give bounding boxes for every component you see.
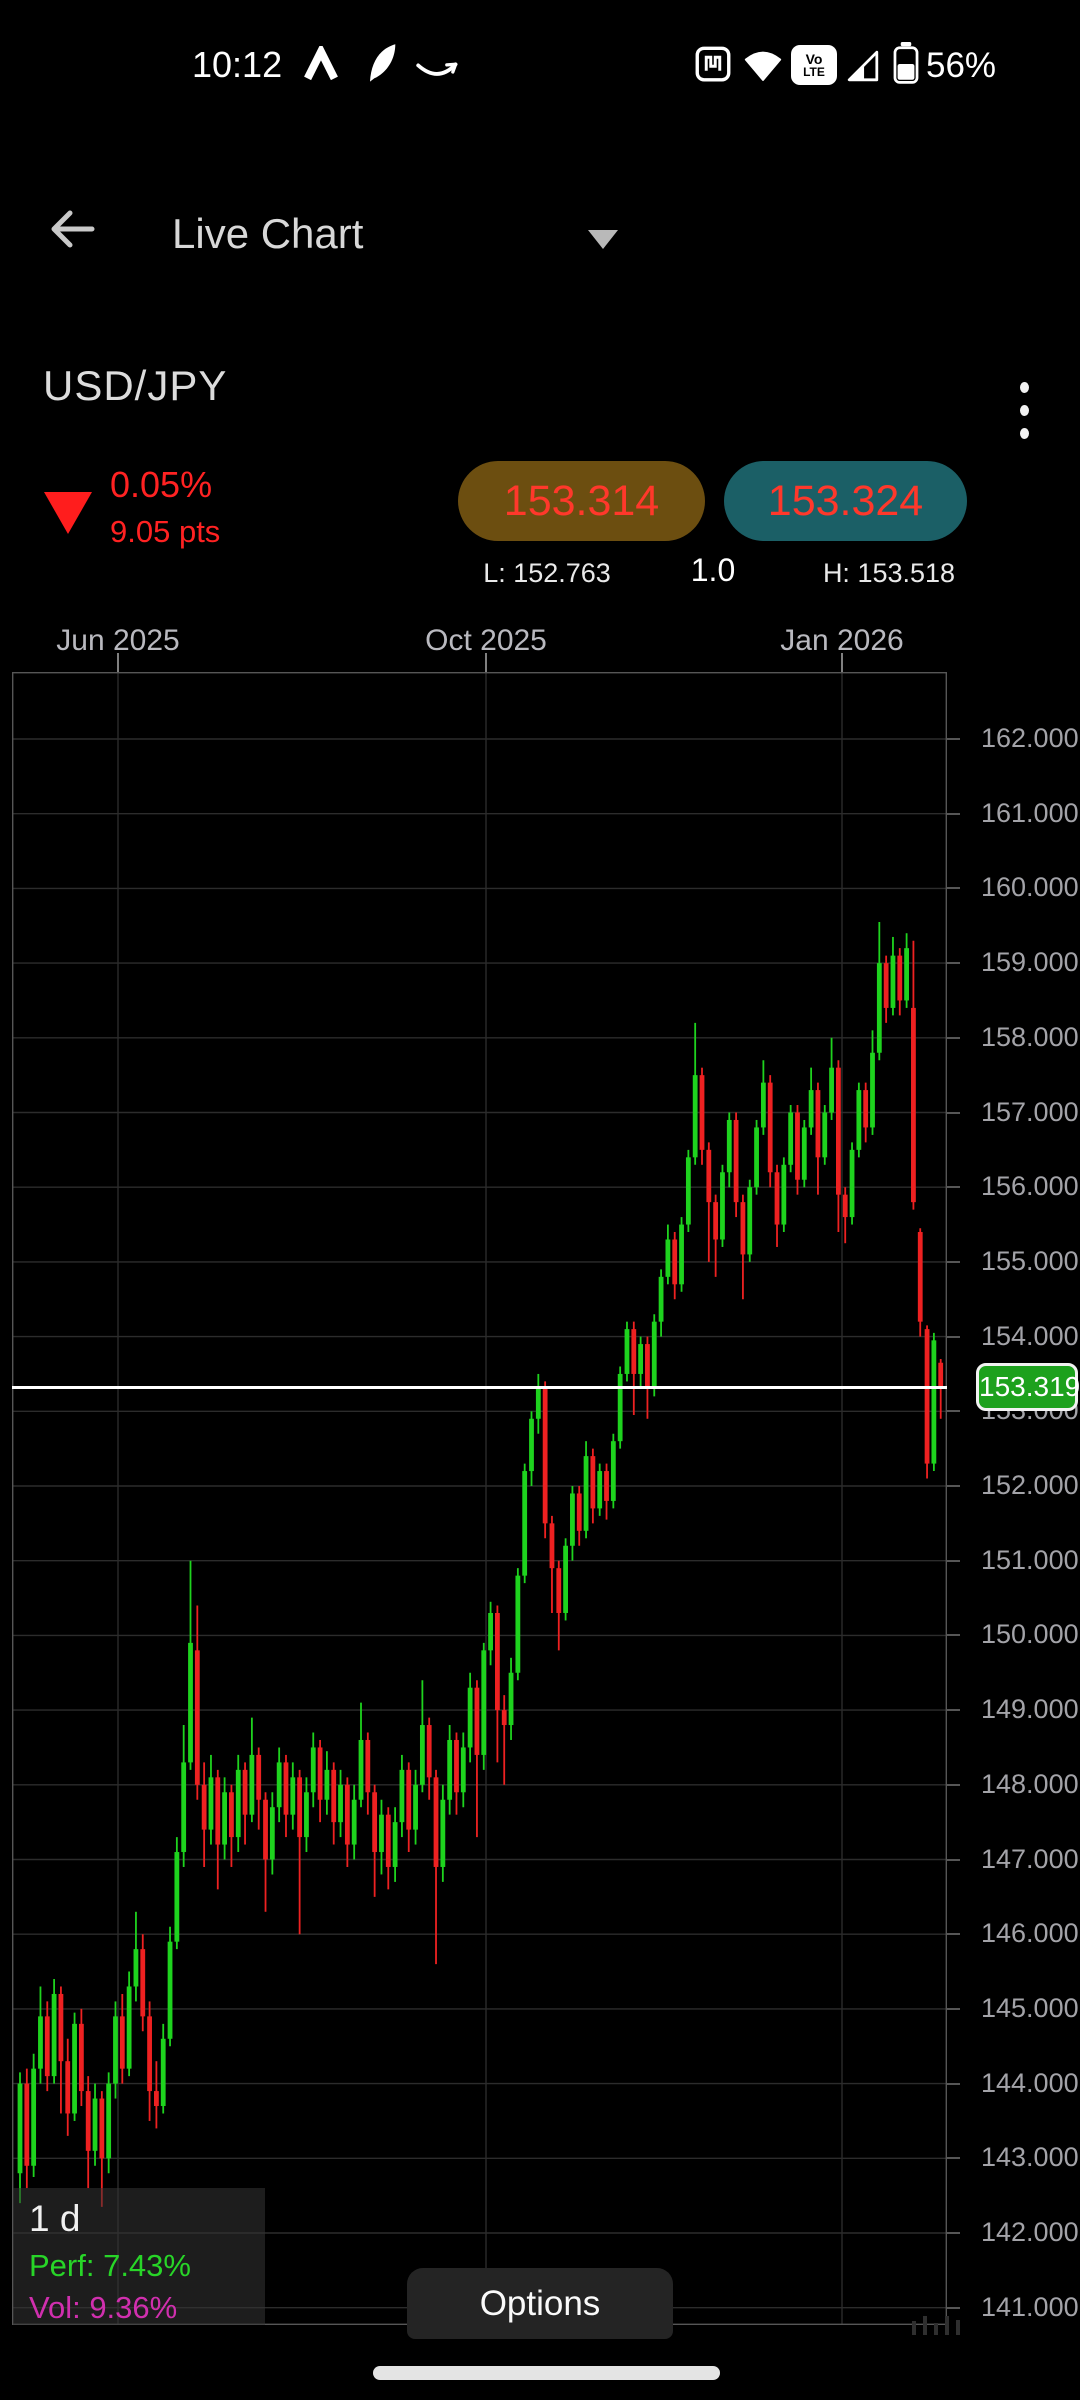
y-axis-label: 151.000	[981, 1544, 1079, 1575]
y-axis-tick	[947, 1485, 960, 1487]
y-axis-tick	[947, 2082, 960, 2085]
cell-signal-icon	[847, 50, 879, 82]
y-axis-label: 154.000	[981, 1320, 1079, 1351]
y-axis-tick	[947, 2306, 960, 2309]
x-axis-label: Jun 2025	[56, 624, 180, 657]
bid-price-button[interactable]: 153.314	[458, 461, 705, 541]
y-axis-label: 147.000	[981, 1843, 1079, 1874]
caret-app-icon	[304, 46, 338, 81]
change-percent: 0.05%	[110, 464, 213, 505]
spread-value: 1.0	[690, 552, 736, 588]
y-axis-tick	[947, 1111, 960, 1114]
amazon-smile-icon	[416, 62, 458, 76]
options-button[interactable]: Options	[407, 2268, 673, 2339]
y-axis-tick	[947, 1858, 960, 1861]
y-axis-tick	[947, 1186, 960, 1189]
y-axis-label: 149.000	[981, 1694, 1079, 1725]
y-axis-tick	[947, 1709, 960, 1712]
y-axis-tick	[947, 1559, 960, 1562]
battery-icon	[893, 42, 919, 84]
y-axis-label: 144.000	[981, 2067, 1079, 2098]
performance-label: Perf: 7.43%	[29, 2248, 191, 2283]
wifi-icon	[744, 51, 782, 81]
price-down-triangle-icon	[44, 492, 92, 534]
y-axis-tick	[947, 1036, 960, 1039]
y-axis-label: 155.000	[981, 1245, 1079, 1276]
y-axis-tick	[947, 738, 960, 740]
instrument-symbol: USD/JPY	[43, 362, 228, 409]
session-high: H: 153.518	[822, 558, 956, 588]
y-axis-label: 161.000	[981, 797, 1079, 828]
feather-notification-icon	[370, 44, 396, 82]
status-time: 10:12	[192, 44, 283, 85]
y-axis-tick	[947, 2157, 960, 2160]
kebab-dot	[1020, 428, 1029, 439]
x-axis-tick	[841, 653, 843, 672]
y-axis-tick	[947, 1260, 960, 1263]
y-axis-tick	[947, 1783, 960, 1786]
kebab-dot	[1020, 382, 1029, 393]
y-axis-label: 160.000	[981, 872, 1079, 903]
y-axis-tick	[947, 2007, 960, 2010]
y-axis-label: 157.000	[981, 1096, 1079, 1127]
chart-watermark-bars-icon	[912, 2316, 960, 2335]
chevron-down-icon[interactable]	[588, 230, 618, 249]
y-axis-tick	[947, 2232, 960, 2234]
y-axis-label: 146.000	[981, 1918, 1079, 1949]
y-axis-label: 148.000	[981, 1768, 1079, 1799]
y-axis-label: 145.000	[981, 1992, 1079, 2023]
x-axis-label: Jan 2026	[780, 624, 904, 657]
y-axis-tick	[947, 1634, 960, 1637]
y-axis-tick	[947, 887, 960, 890]
volatility-label: Vol: 9.36%	[29, 2290, 178, 2325]
chart-info-overlay: 1 d Perf: 7.43% Vol: 9.36%	[13, 2188, 265, 2325]
more-options-menu[interactable]	[1016, 378, 1033, 443]
kebab-dot	[1020, 405, 1029, 416]
y-axis-label: 143.000	[981, 2142, 1079, 2173]
y-axis-label: 162.000	[981, 723, 1079, 753]
x-axis-label: Oct 2025	[425, 624, 547, 657]
current-price-tag: 153.319	[976, 1363, 1080, 1412]
y-axis-label: 159.000	[981, 947, 1079, 978]
y-axis-tick	[947, 812, 960, 815]
nfc-icon	[695, 46, 731, 82]
x-axis-tick	[485, 653, 487, 672]
y-axis-tick	[947, 1933, 960, 1936]
y-axis-tick	[947, 1335, 960, 1338]
y-axis-label: 141.000	[981, 2291, 1079, 2322]
timeframe-label: 1 d	[29, 2198, 81, 2239]
y-axis-label: 152.000	[981, 1470, 1079, 1500]
y-axis-tick	[947, 1410, 960, 1413]
y-axis-label: 142.000	[981, 2217, 1079, 2247]
back-button[interactable]	[48, 204, 98, 254]
y-axis-tick	[947, 962, 960, 965]
gesture-navigation-handle[interactable]	[373, 2366, 720, 2380]
x-axis-tick	[117, 653, 119, 672]
ask-price-button[interactable]: 153.324	[724, 461, 967, 541]
page-title-dropdown[interactable]: Live Chart	[172, 210, 364, 257]
candlestick-chart[interactable]	[12, 672, 947, 2325]
volte-icon: Vo LTE	[791, 45, 837, 85]
battery-percent: 56%	[926, 46, 997, 85]
y-axis-label: 156.000	[981, 1171, 1079, 1202]
y-axis-label: 150.000	[981, 1619, 1079, 1650]
session-low: L: 152.763	[483, 558, 611, 588]
change-points: 9.05 pts	[110, 514, 221, 549]
y-axis-label: 158.000	[981, 1021, 1079, 1052]
